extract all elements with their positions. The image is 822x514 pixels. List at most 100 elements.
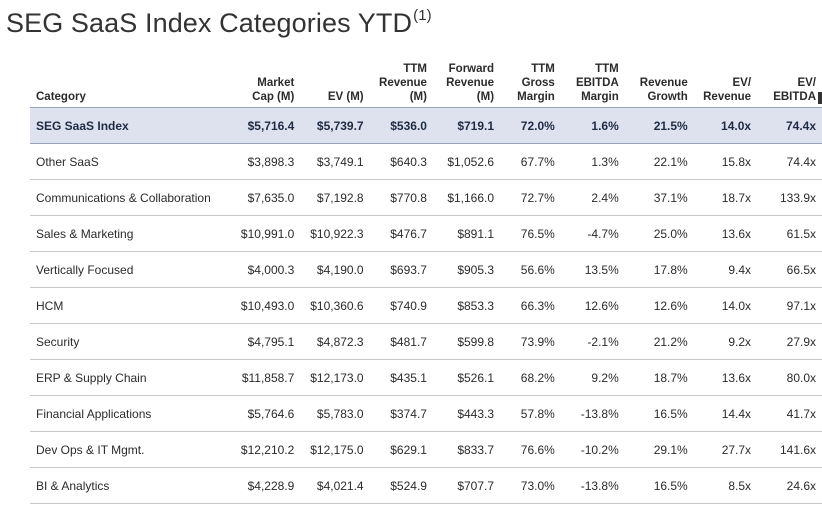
cell-market-cap: $10,991.0	[222, 216, 301, 252]
cell-ev-ebitda: 27.9x	[757, 324, 822, 360]
cell-ttm-gross-margin: 67.7%	[500, 144, 561, 180]
cell-ev-ebitda: 97.1x	[757, 288, 822, 324]
page-title: SEG SaaS Index Categories YTD(1)	[6, 8, 432, 39]
cell-forward-revenue: $599.8	[433, 324, 500, 360]
cell-ttm-ebitda-margin: -13.8%	[561, 468, 625, 504]
table-row: HCM $10,493.0 $10,360.6 $740.9 $853.3 66.3% 12…	[30, 288, 822, 324]
cell-ev-revenue: 13.6x	[694, 360, 757, 396]
column-header-line: Revenue	[640, 77, 688, 89]
cell-ttm-ebitda-margin: -2.1%	[561, 324, 625, 360]
column-header-market-cap: Market Cap (M)	[222, 57, 301, 108]
cell-ttm-revenue: $693.7	[370, 252, 433, 288]
column-header-ttm-gross-margin: TTM Gross Margin	[500, 57, 561, 108]
column-header-line: Cap (M)	[252, 91, 294, 103]
column-header-line: Margin	[581, 91, 619, 103]
cell-revenue-growth: 37.1%	[625, 180, 694, 216]
cell-category: HCM	[30, 288, 222, 324]
column-header-line: (M)	[410, 91, 427, 103]
cell-revenue-growth: 29.1%	[625, 432, 694, 468]
cell-ttm-revenue: $740.9	[370, 288, 433, 324]
cell-revenue-growth: 17.8%	[625, 252, 694, 288]
cell-ev-ebitda: 141.6x	[757, 432, 822, 468]
table-row: Vertically Focused $4,000.3 $4,190.0 $693.7…	[30, 252, 822, 288]
cell-ev: $3,749.1	[300, 144, 369, 180]
cell-ttm-ebitda-margin: -4.7%	[561, 216, 625, 252]
cell-forward-revenue: $526.1	[433, 360, 500, 396]
cell-ttm-ebitda-margin: 12.6%	[561, 288, 625, 324]
cell-category: Financial Applications	[30, 396, 222, 432]
column-header-line: TTM	[531, 63, 555, 75]
column-header-line: Revenue	[379, 77, 427, 89]
cell-revenue-growth: 21.5%	[625, 108, 694, 144]
cell-market-cap: $4,000.3	[222, 252, 301, 288]
column-header-category: Category	[30, 57, 222, 108]
cell-ev-revenue: 14.0x	[694, 288, 757, 324]
cell-revenue-growth: 25.0%	[625, 216, 694, 252]
cell-ev-revenue: 13.6x	[694, 216, 757, 252]
table-row: BI & Analytics $4,228.9 $4,021.4 $524.9 $707…	[30, 468, 822, 504]
cell-ev-ebitda: 80.0x	[757, 360, 822, 396]
cell-ttm-revenue: $536.0	[370, 108, 433, 144]
cell-forward-revenue: $905.3	[433, 252, 500, 288]
table-row: Financial Applications $5,764.6 $5,783.0 $3…	[30, 396, 822, 432]
column-header-ev-revenue: EV/Revenue	[694, 57, 757, 108]
cell-ev: $4,872.3	[300, 324, 369, 360]
cell-category: SEG SaaS Index	[30, 108, 222, 144]
cell-ev: $12,175.0	[300, 432, 369, 468]
table-row: Other SaaS $3,898.3 $3,749.1 $640.3 $1,052.6…	[30, 144, 822, 180]
cell-ev: $4,190.0	[300, 252, 369, 288]
cell-ttm-gross-margin: 68.2%	[500, 360, 561, 396]
cell-revenue-growth: 22.1%	[625, 144, 694, 180]
index-summary-row: SEG SaaS Index $5,716.4 $5,739.7 $536.0 $719…	[30, 108, 822, 144]
cell-ttm-ebitda-margin: 2.4%	[561, 180, 625, 216]
cell-ttm-ebitda-margin: 1.3%	[561, 144, 625, 180]
cell-ttm-gross-margin: 72.0%	[500, 108, 561, 144]
cell-forward-revenue: $443.3	[433, 396, 500, 432]
column-header-ev-ebitda: EV/EBITDA	[757, 57, 822, 108]
cell-market-cap: $5,764.6	[222, 396, 301, 432]
column-header-line: EBITDA	[576, 77, 619, 89]
cell-ev-ebitda: 61.5x	[757, 216, 822, 252]
cell-ev-ebitda: 74.4x	[757, 108, 822, 144]
column-header-line: EV/	[733, 77, 752, 89]
column-header-line: Revenue	[446, 77, 494, 89]
cell-ev: $7,192.8	[300, 180, 369, 216]
cell-revenue-growth: 16.5%	[625, 396, 694, 432]
cell-ev-revenue: 14.0x	[694, 108, 757, 144]
cell-ttm-gross-margin: 76.5%	[500, 216, 561, 252]
column-header-line: (M)	[477, 91, 494, 103]
cell-forward-revenue: $719.1	[433, 108, 500, 144]
table-body: SEG SaaS Index $5,716.4 $5,739.7 $536.0 $719…	[30, 108, 822, 504]
column-header-line: Revenue	[703, 91, 751, 103]
cell-ttm-gross-margin: 73.0%	[500, 468, 561, 504]
cell-ev-revenue: 9.2x	[694, 324, 757, 360]
cell-market-cap: $11,858.7	[222, 360, 301, 396]
column-header-line: Margin	[517, 91, 555, 103]
cell-ttm-ebitda-margin: 13.5%	[561, 252, 625, 288]
clipped-column-edge	[818, 92, 822, 104]
cell-ev-revenue: 18.7x	[694, 180, 757, 216]
cell-revenue-growth: 12.6%	[625, 288, 694, 324]
cell-ev: $5,739.7	[300, 108, 369, 144]
saas-categories-table: Category Market Cap (M) EV (M) TTM Revenue (M)…	[30, 57, 822, 504]
cell-ttm-revenue: $374.7	[370, 396, 433, 432]
cell-market-cap: $3,898.3	[222, 144, 301, 180]
cell-ttm-revenue: $640.3	[370, 144, 433, 180]
cell-category: Other SaaS	[30, 144, 222, 180]
cell-ttm-revenue: $770.8	[370, 180, 433, 216]
table-header-row: Category Market Cap (M) EV (M) TTM Revenue (M)…	[30, 57, 822, 108]
cell-ev-revenue: 8.5x	[694, 468, 757, 504]
cell-forward-revenue: $891.1	[433, 216, 500, 252]
cell-ev-revenue: 14.4x	[694, 396, 757, 432]
cell-market-cap: $10,493.0	[222, 288, 301, 324]
cell-ttm-gross-margin: 56.6%	[500, 252, 561, 288]
cell-ttm-gross-margin: 73.9%	[500, 324, 561, 360]
cell-market-cap: $4,228.9	[222, 468, 301, 504]
cell-ev: $12,173.0	[300, 360, 369, 396]
cell-forward-revenue: $707.7	[433, 468, 500, 504]
table-row: Security $4,795.1 $4,872.3 $481.7 $599.8 73.9…	[30, 324, 822, 360]
column-header-line: TTM	[403, 63, 427, 75]
cell-category: Communications & Collaboration	[30, 180, 222, 216]
column-header-forward-revenue: Forward Revenue (M)	[433, 57, 500, 108]
column-header-line: EV (M)	[328, 91, 364, 103]
